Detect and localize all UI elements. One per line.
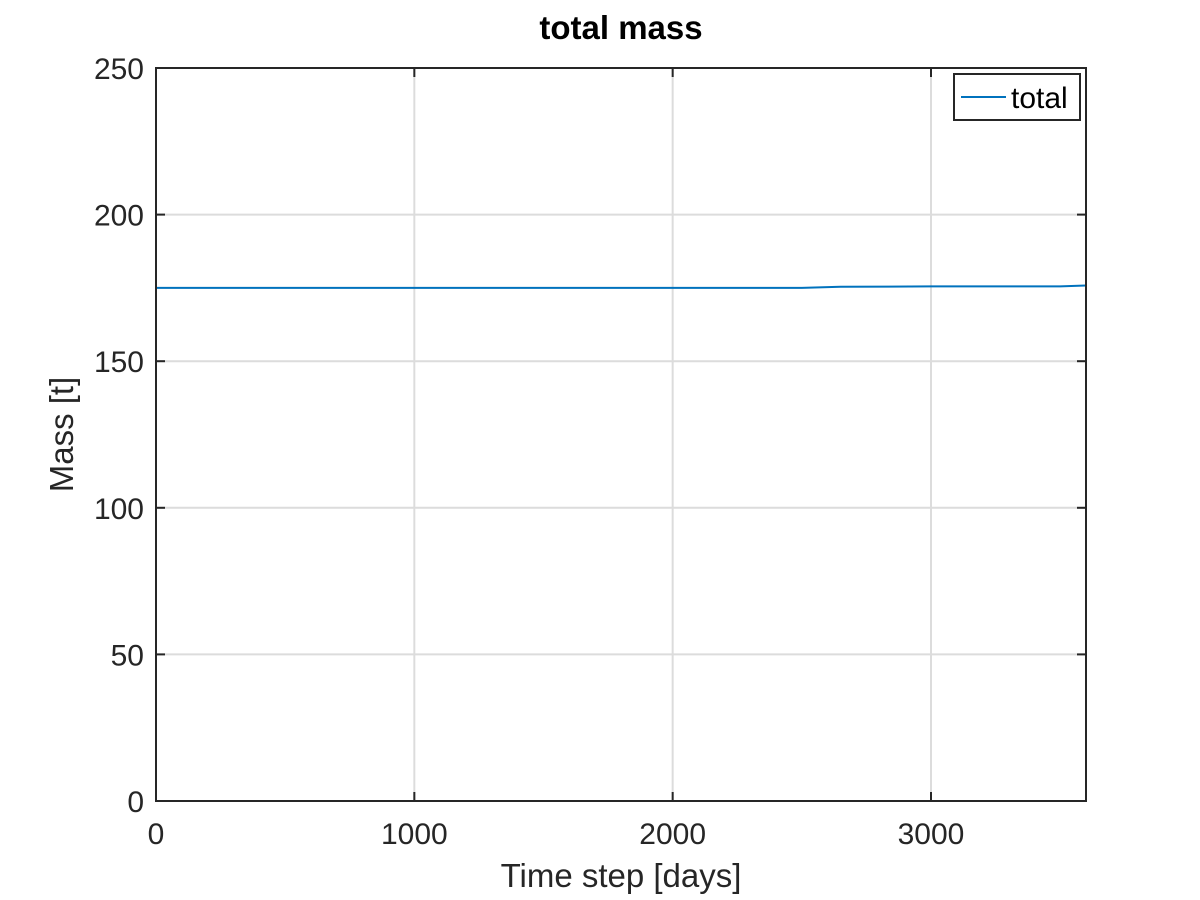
x-axis-label: Time step [days] — [501, 857, 742, 894]
axes-box — [155, 67, 1087, 802]
tick-labels: 0 1000 2000 3000 0 50 100 150 200 250 — [94, 53, 964, 851]
y-tick-label: 200 — [94, 200, 144, 233]
y-tick-label: 100 — [94, 493, 144, 526]
y-axis-label: Mass [t] — [43, 377, 80, 493]
x-tick-label: 1000 — [381, 818, 448, 851]
legend: total — [953, 73, 1081, 121]
y-tick-label: 50 — [111, 639, 144, 672]
plot-area — [156, 68, 1086, 801]
x-tick-label: 0 — [148, 818, 165, 851]
y-tick-label: 150 — [94, 346, 144, 379]
series-line-total — [156, 284, 1087, 289]
grid — [156, 68, 1086, 801]
x-tick-label: 2000 — [639, 818, 706, 851]
series-layer — [156, 284, 1087, 289]
y-tick-label: 0 — [127, 786, 144, 819]
y-tick-label: 250 — [94, 53, 144, 86]
chart-title: total mass — [539, 9, 702, 46]
x-tick-label: 3000 — [898, 818, 965, 851]
legend-entry-total: total — [1011, 82, 1068, 115]
ticks — [155, 67, 1086, 802]
